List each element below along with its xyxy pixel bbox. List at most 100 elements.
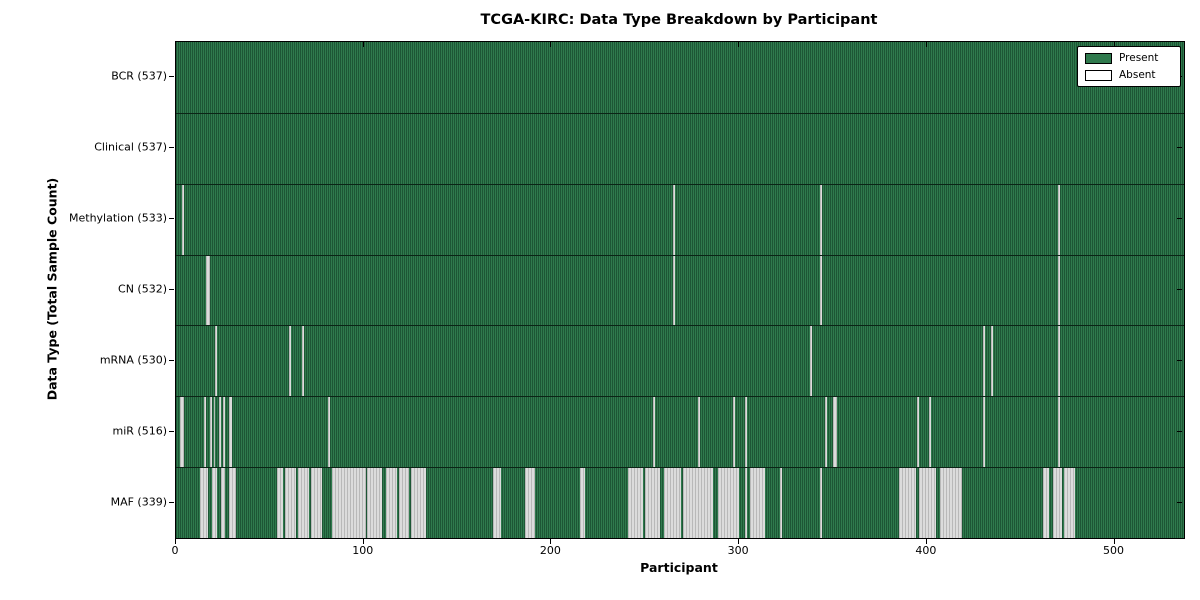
absent-stripe bbox=[682, 468, 713, 538]
row-BCR bbox=[176, 42, 1184, 113]
absent-stripe bbox=[328, 397, 330, 468]
absent-stripe bbox=[645, 468, 661, 538]
absent-stripe bbox=[1052, 468, 1062, 538]
y-tick-mark bbox=[169, 218, 174, 220]
legend-box: Present Absent bbox=[1077, 46, 1181, 87]
y-tick-mark bbox=[1177, 218, 1182, 220]
absent-stripe bbox=[288, 326, 291, 397]
absent-stripe bbox=[1043, 468, 1049, 538]
chart-title: TCGA-KIRC: Data Type Breakdown by Partic… bbox=[480, 12, 878, 28]
y-tick-mark bbox=[1177, 430, 1182, 432]
row-mRNA bbox=[176, 325, 1184, 397]
absent-stripe bbox=[579, 468, 586, 538]
absent-stripe bbox=[750, 468, 766, 538]
absent-stripe bbox=[386, 468, 398, 538]
absent-stripe bbox=[228, 397, 233, 468]
absent-stripe bbox=[221, 468, 225, 538]
absent-stripe bbox=[331, 468, 366, 538]
absent-stripe bbox=[215, 326, 218, 397]
absent-stripe bbox=[1058, 184, 1061, 255]
absent-stripe bbox=[181, 184, 184, 255]
absent-stripe bbox=[919, 468, 937, 538]
absent-stripe bbox=[399, 468, 409, 538]
y-tick-mark bbox=[169, 501, 174, 503]
absent-stripe bbox=[206, 255, 210, 326]
x-tick-mark bbox=[1113, 539, 1115, 544]
x-tick-mark bbox=[738, 42, 740, 47]
absent-stripe bbox=[311, 468, 323, 538]
y-tick-mark bbox=[169, 147, 174, 149]
absent-stripe bbox=[179, 397, 184, 468]
absent-stripe bbox=[928, 397, 931, 468]
absent-stripe bbox=[277, 468, 283, 538]
absent-swatch-icon bbox=[1085, 69, 1112, 81]
y-tick-mark bbox=[1177, 359, 1182, 361]
absent-stripe bbox=[228, 468, 237, 538]
ytick-label-Methylation: Methylation (533) bbox=[69, 211, 167, 225]
ytick-label-BCR: BCR (537) bbox=[111, 69, 167, 83]
xtick-label-0: 0 bbox=[171, 544, 179, 557]
absent-stripe bbox=[204, 397, 207, 468]
absent-stripe bbox=[990, 326, 993, 397]
xtick-label-200: 200 bbox=[539, 544, 561, 557]
ytick-label-MAF: MAF (339) bbox=[110, 495, 167, 509]
absent-stripe bbox=[673, 184, 676, 255]
y-tick-mark bbox=[1177, 501, 1182, 503]
absent-stripe bbox=[983, 397, 986, 468]
absent-stripe bbox=[525, 468, 535, 538]
absent-stripe bbox=[744, 468, 747, 538]
absent-stripe bbox=[628, 468, 644, 538]
absent-stripe bbox=[810, 326, 813, 397]
xtick-label-500: 500 bbox=[1103, 544, 1125, 557]
absent-stripe bbox=[983, 326, 986, 397]
absent-stripe bbox=[832, 397, 837, 468]
x-tick-mark bbox=[925, 42, 927, 47]
x-tick-mark bbox=[550, 539, 552, 544]
absent-stripe bbox=[213, 397, 216, 468]
absent-stripe bbox=[825, 397, 828, 468]
present-swatch-icon bbox=[1085, 52, 1112, 64]
legend-label-present: Present bbox=[1119, 52, 1159, 64]
absent-stripe bbox=[780, 468, 783, 538]
row-Methylation bbox=[176, 183, 1184, 255]
absent-stripe bbox=[819, 468, 822, 538]
absent-stripe bbox=[284, 468, 297, 538]
absent-stripe bbox=[211, 468, 218, 538]
y-tick-mark bbox=[169, 76, 174, 78]
y-tick-mark bbox=[169, 359, 174, 361]
absent-stripe bbox=[744, 397, 747, 468]
x-tick-mark bbox=[738, 539, 740, 544]
absent-stripe bbox=[367, 468, 383, 538]
absent-stripe bbox=[819, 184, 822, 255]
absent-stripe bbox=[1063, 468, 1076, 538]
y-tick-mark bbox=[1177, 289, 1182, 290]
absent-stripe bbox=[819, 255, 822, 326]
absent-stripe bbox=[1058, 326, 1061, 397]
ytick-label-Clinical: Clinical (537) bbox=[94, 140, 167, 154]
row-miR bbox=[176, 396, 1184, 468]
x-tick-mark bbox=[175, 539, 176, 544]
absent-stripe bbox=[718, 468, 740, 538]
legend-label-absent: Absent bbox=[1119, 69, 1156, 81]
x-tick-mark bbox=[550, 42, 552, 47]
x-tick-mark bbox=[925, 539, 927, 544]
absent-stripe bbox=[939, 468, 963, 538]
absent-stripe bbox=[493, 468, 501, 538]
row-Clinical bbox=[176, 112, 1184, 184]
row-CN bbox=[176, 254, 1184, 326]
legend-item-present: Present bbox=[1085, 52, 1172, 64]
xtick-label-300: 300 bbox=[727, 544, 749, 557]
x-tick-mark bbox=[1113, 42, 1115, 47]
y-tick-mark bbox=[1177, 147, 1182, 149]
absent-stripe bbox=[219, 397, 222, 468]
absent-stripe bbox=[898, 468, 916, 538]
absent-stripe bbox=[298, 468, 310, 538]
y-tick-mark bbox=[169, 430, 174, 432]
xtick-label-100: 100 bbox=[352, 544, 374, 557]
absent-stripe bbox=[1058, 255, 1061, 326]
absent-stripe bbox=[222, 397, 225, 468]
absent-stripe bbox=[410, 468, 426, 538]
row-MAF bbox=[176, 467, 1184, 538]
x-axis-label: Participant bbox=[640, 560, 718, 575]
